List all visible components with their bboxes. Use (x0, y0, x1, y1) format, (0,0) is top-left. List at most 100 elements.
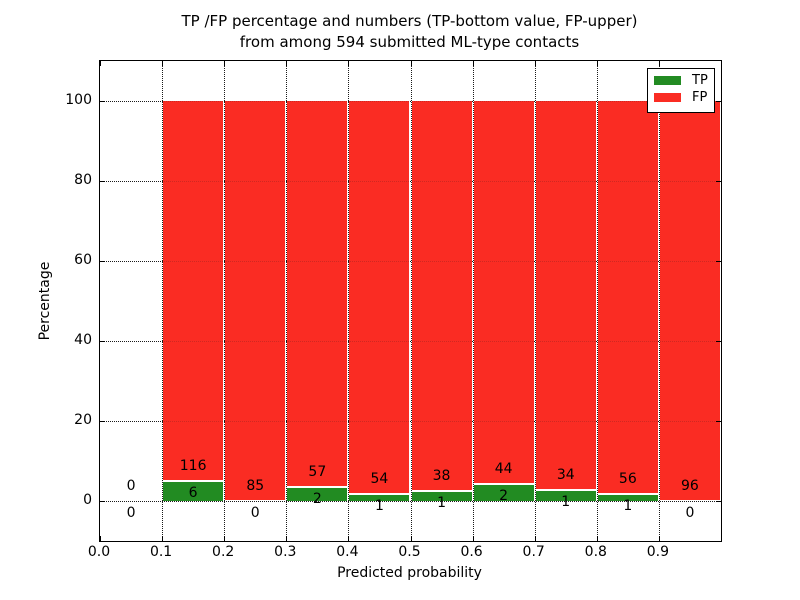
fp-count-label: 54 (370, 470, 389, 487)
v-gridline (472, 61, 474, 541)
fp-count-label: 56 (618, 470, 637, 487)
x-tick-label: 0.4 (336, 544, 359, 560)
x-tickmark (162, 536, 164, 541)
fp-count-label: 57 (308, 464, 327, 481)
y-tick-label: 40 (74, 332, 92, 348)
h-gridline-overlay (100, 421, 721, 422)
x-tickmark (472, 536, 474, 541)
tp-count-label: 1 (623, 497, 633, 514)
y-tick-label: 20 (74, 412, 92, 428)
v-gridline-overlay (348, 61, 350, 541)
y-tickmark (100, 181, 105, 182)
h-gridline-overlay (100, 181, 721, 182)
v-gridline (286, 61, 288, 541)
bar-segment-fp (411, 101, 472, 491)
y-tick-label: 60 (74, 252, 92, 268)
x-tickmark-top (658, 61, 660, 66)
x-axis-label: Predicted probability (337, 565, 482, 581)
fp-legend-label: FP (692, 90, 708, 105)
legend: TP FP (647, 68, 715, 113)
chart-title: TP /FP percentage and numbers (TP-bottom… (99, 11, 720, 53)
bar-segment-fp (225, 101, 286, 501)
x-tickmark (224, 536, 226, 541)
fp-count-label: 0 (126, 478, 136, 494)
h-gridline-overlay (100, 501, 721, 502)
tp-count-label: 0 (250, 505, 260, 521)
x-tickmark (658, 536, 660, 541)
bar-segment-fp (287, 101, 348, 488)
y-tickmark-right (716, 261, 721, 262)
y-tickmark (100, 341, 105, 342)
x-tickmark-top (100, 61, 101, 66)
v-gridline (534, 61, 536, 541)
x-tick-label: 0.8 (584, 544, 607, 560)
y-tickmark-right (716, 101, 721, 102)
bar-segment-fp (535, 101, 596, 490)
v-gridline-overlay (534, 61, 536, 541)
y-tickmark-right (716, 421, 721, 422)
v-gridline-overlay (224, 61, 226, 541)
legend-entry-tp: TP (654, 74, 714, 87)
bar-segment-tp (535, 489, 596, 501)
x-tickmark-top (162, 61, 164, 66)
bar-segment-fp (597, 101, 658, 494)
x-tickmark (410, 536, 412, 541)
fp-count-label: 116 (179, 458, 207, 475)
bar-segment-tp (411, 490, 472, 501)
fp-count-label: 38 (432, 467, 451, 484)
v-gridline-overlay (658, 61, 660, 541)
y-tickmark-right (716, 181, 721, 182)
v-gridline-overlay (472, 61, 474, 541)
v-gridline-overlay (410, 61, 412, 541)
x-tickmark (348, 536, 350, 541)
h-gridline-overlay (100, 261, 721, 262)
x-tick-label: 0.9 (646, 544, 670, 560)
tp-legend-label: TP (692, 73, 708, 88)
tp-count-label: 2 (312, 491, 322, 508)
v-gridline (658, 61, 660, 541)
h-gridline-overlay (100, 341, 721, 342)
x-tickmark-top (286, 61, 288, 66)
x-tickmark (596, 536, 598, 541)
x-tick-label: 0.5 (398, 544, 421, 560)
v-gridline-overlay (162, 61, 164, 541)
y-tickmark-right (716, 341, 721, 342)
x-tick-label: 0.1 (149, 544, 173, 560)
x-tickmark-top (534, 61, 536, 66)
x-tickmark-top (596, 61, 598, 66)
fp-count-label: 34 (556, 466, 575, 483)
x-tick-label: 0.3 (274, 544, 297, 560)
plot-area: 0 0 116 6 85 0 57 2 54 1 38 1 44 2 34 1 56 1 96 0 (99, 60, 722, 542)
x-tick-label: 0.7 (522, 544, 545, 560)
x-tickmark (100, 536, 101, 541)
legend-entry-fp: FP (654, 91, 714, 104)
v-gridline-overlay (596, 61, 598, 541)
bar-segment-fp (659, 101, 720, 501)
v-gridline (348, 61, 350, 541)
bar-segment-tp (349, 493, 410, 501)
v-gridline (596, 61, 598, 541)
v-gridline (224, 61, 226, 541)
tp-count-label: 0 (685, 505, 695, 521)
x-tickmark-top (224, 61, 226, 66)
fp-count-label: 85 (246, 478, 265, 494)
x-tickmark-top (472, 61, 474, 66)
x-tickmark-top (410, 61, 412, 66)
chart-title-line2: from among 594 submitted ML-type contact… (239, 33, 580, 51)
fp-count-label: 44 (494, 460, 513, 477)
x-tickmark (286, 536, 288, 541)
tp-count-label: 1 (437, 494, 447, 511)
y-tickmark (100, 101, 105, 102)
x-tickmark-top (348, 61, 350, 66)
y-tickmark-right (716, 501, 721, 502)
tp-count-label: 2 (499, 487, 509, 504)
x-tickmark (534, 536, 536, 541)
h-gridline-overlay (100, 101, 721, 102)
bar-segment-fp (163, 101, 224, 482)
bar-segment-tp (597, 493, 658, 501)
y-tick-label: 100 (65, 92, 92, 108)
fp-count-label: 96 (681, 478, 699, 494)
bar-segment-tp (287, 487, 348, 501)
x-tick-label: 0.6 (460, 544, 483, 560)
v-gridline (410, 61, 412, 541)
